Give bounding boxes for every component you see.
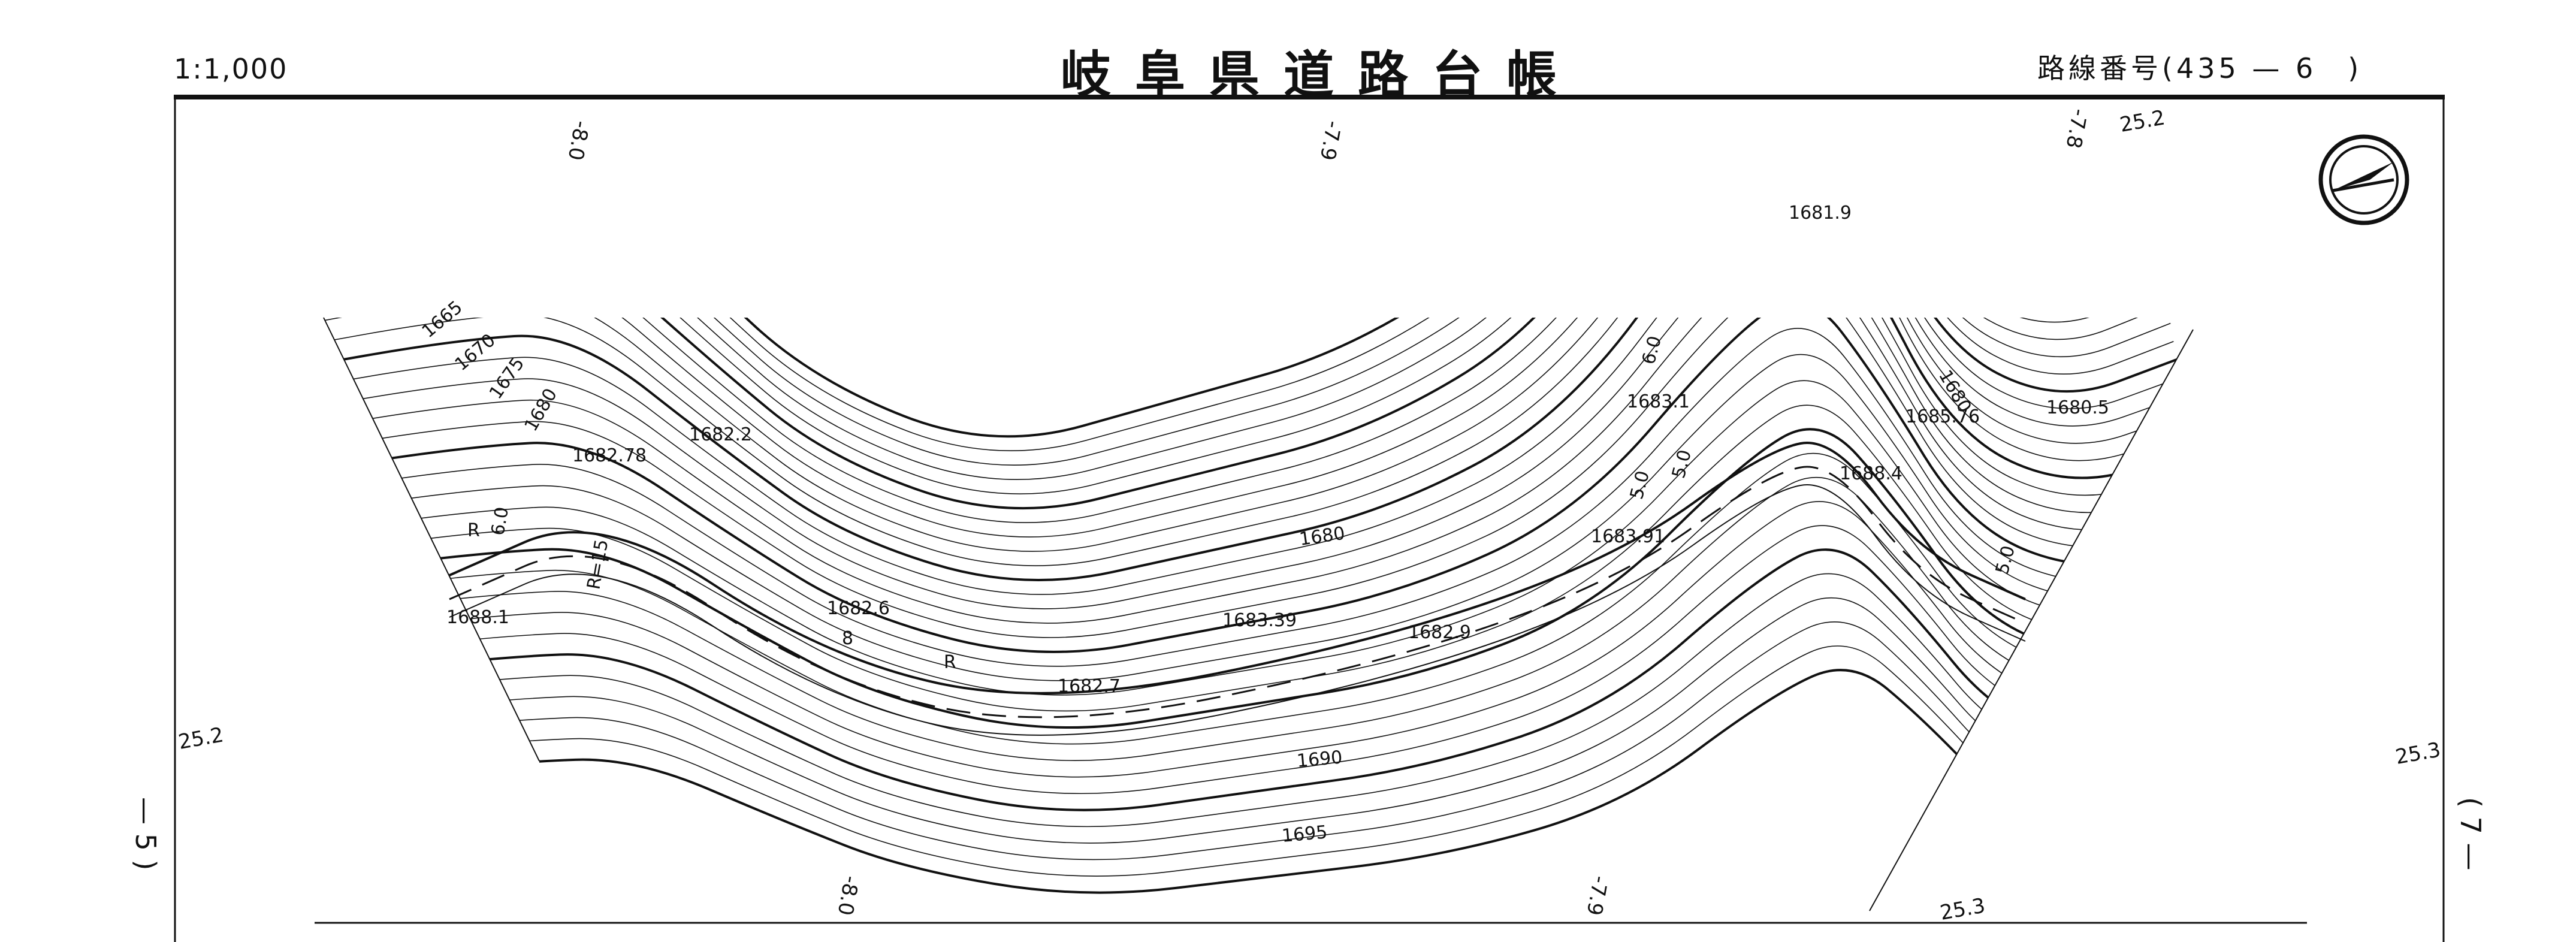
contour-line [324,328,2193,667]
road-annotation: 5.0 [1626,469,1654,502]
contour-line [324,318,2193,638]
spot-elevation: 1688.4 [1840,463,1902,484]
road-annotation: R [467,520,480,541]
grid-label: 25.2 [2118,105,2167,137]
contour-line [324,380,2193,696]
contour-label: 1690 [1296,747,1343,772]
contour-line [324,318,2193,653]
grid-label: -7.9 [1315,119,1346,162]
road-annotation: 5.0 [1668,448,1696,481]
contour-lines [324,318,2193,894]
contour-line [324,318,2187,552]
grid-label: -8.0 [833,874,863,917]
contour-label: 1680 [521,385,561,435]
contour-line [324,318,2165,451]
contour-line [324,318,2193,595]
route-number: 路線番号(435 — 6 ) [2037,52,2363,84]
spot-elevation: 1688.1 [446,607,509,628]
spot-elevation: 1682.2 [689,424,752,445]
contour-label: 1680 [1298,523,1346,550]
contour-line [324,318,2162,438]
road-edge [449,484,2026,736]
spot-elevation: 1682.78 [572,445,647,466]
contour-line [324,525,2193,795]
contour-line [324,318,2183,538]
road [449,442,2026,736]
spot-elevation: 1683.91 [1591,526,1665,547]
spot-elevation: 1682.9 [1408,622,1471,643]
contour-label: 1695 [1281,822,1328,847]
road-edge [449,466,2026,718]
map-scale: 1:1,000 [174,53,288,85]
contour-line [329,621,2193,861]
contour-line [324,318,2190,566]
contour-line [324,318,2171,480]
road-annotation: R=15 [583,538,612,591]
road-annotation: 5.0 [1992,544,2019,576]
spot-elevation: 1685.76 [1905,406,1980,427]
survey-boundary-left [323,317,540,762]
contour-line [324,318,2193,581]
contour-line [324,318,2178,510]
spot-elevation: 1682.7 [1058,676,1121,697]
road-annotation: 6.0 [487,505,513,537]
contour-line [324,318,2180,523]
grid-label: 25.3 [1938,893,1987,925]
spot-elevation: 1681.9 [1789,203,1852,224]
contour-line [332,645,2193,877]
spot-elevation: 1683.39 [1222,610,1297,631]
grid-label: -8.0 [563,119,594,162]
contour-label: 1670 [451,330,500,375]
contour-line [324,318,2174,494]
contour-line [324,501,2193,778]
contour-label: 1675 [485,354,529,403]
contour-line [324,428,2193,729]
contour-line [324,548,2193,811]
map-title: 岐阜県道路台帳 [1061,46,1581,104]
road-annotation: 8 [842,628,853,649]
spot-elevation: 1680.5 [2046,397,2109,418]
contour-line [324,318,2193,624]
grid-label: -7.9 [1582,874,1612,917]
contour-line [324,354,2193,681]
road-annotation: 6.0 [1638,334,1666,367]
grid-label: -7.8 [2061,107,2092,150]
road-annotation: R [944,652,956,673]
contour-line [324,573,2193,828]
road-edge [449,442,2026,695]
contour-line [335,669,2193,894]
grid-label: 25.3 [2394,738,2442,769]
survey-boundary-right [1869,329,2194,911]
north-arrow-icon [2318,134,2409,225]
contour-line [324,318,2193,609]
contour-line [326,597,2193,844]
grid-label: 25.2 [177,723,225,754]
spot-elevation: 1683.1 [1627,391,1690,412]
spot-elevation: 1682.6 [827,598,890,619]
contour-line [324,318,2168,466]
